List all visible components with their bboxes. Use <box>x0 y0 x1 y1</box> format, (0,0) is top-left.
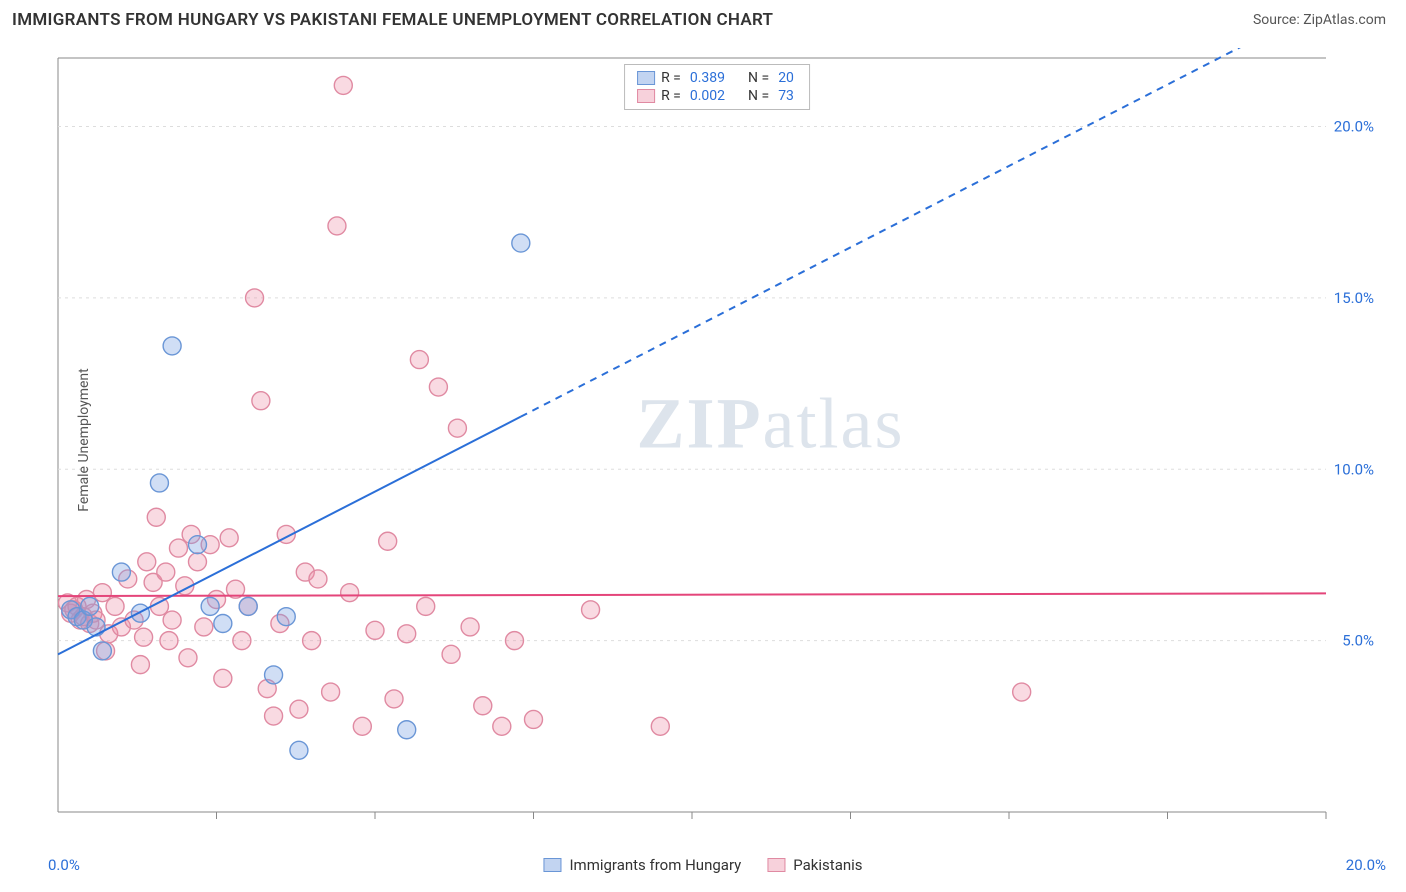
stats-row-pakistani: R = 0.002 N = 73 <box>637 87 797 105</box>
n-value: 20 <box>778 70 794 86</box>
svg-text:5.0%: 5.0% <box>1342 632 1374 650</box>
chart-source: Source: ZipAtlas.com <box>1253 12 1386 28</box>
stats-row-hungary: R = 0.389 N = 20 <box>637 69 797 87</box>
series-legend: Immigrants from Hungary Pakistanis <box>543 856 862 874</box>
legend-item-pakistani: Pakistanis <box>767 856 862 874</box>
n-label: N = <box>748 70 769 86</box>
n-value: 73 <box>778 88 794 104</box>
swatch-hungary <box>637 71 655 85</box>
swatch-pakistani <box>637 89 655 103</box>
x-axis-min: 0.0% <box>48 856 80 874</box>
stats-legend: R = 0.389 N = 20 R = 0.002 N = 73 <box>624 64 810 110</box>
chart-title: IMMIGRANTS FROM HUNGARY VS PAKISTANI FEM… <box>12 10 773 30</box>
legend-label: Immigrants from Hungary <box>569 856 741 874</box>
legend-label: Pakistanis <box>793 856 862 874</box>
r-label: R = <box>661 70 681 86</box>
r-value: 0.389 <box>690 70 725 86</box>
svg-text:20.0%: 20.0% <box>1334 118 1374 136</box>
r-value: 0.002 <box>690 88 725 104</box>
n-label: N = <box>748 88 769 104</box>
scatter-plot: 5.0% 10.0% 15.0% 20.0% <box>48 48 1386 832</box>
swatch-pakistani <box>767 858 785 872</box>
x-axis-max: 20.0% <box>1346 856 1386 874</box>
chart-area: Female Unemployment ZIPatlas R = 0.389 N… <box>48 48 1386 832</box>
swatch-hungary <box>543 858 561 872</box>
r-label: R = <box>661 88 681 104</box>
svg-text:15.0%: 15.0% <box>1334 289 1374 307</box>
svg-text:10.0%: 10.0% <box>1334 460 1374 478</box>
chart-header: IMMIGRANTS FROM HUNGARY VS PAKISTANI FEM… <box>0 0 1406 36</box>
legend-item-hungary: Immigrants from Hungary <box>543 856 741 874</box>
y-axis-label: Female Unemployment <box>76 368 92 512</box>
